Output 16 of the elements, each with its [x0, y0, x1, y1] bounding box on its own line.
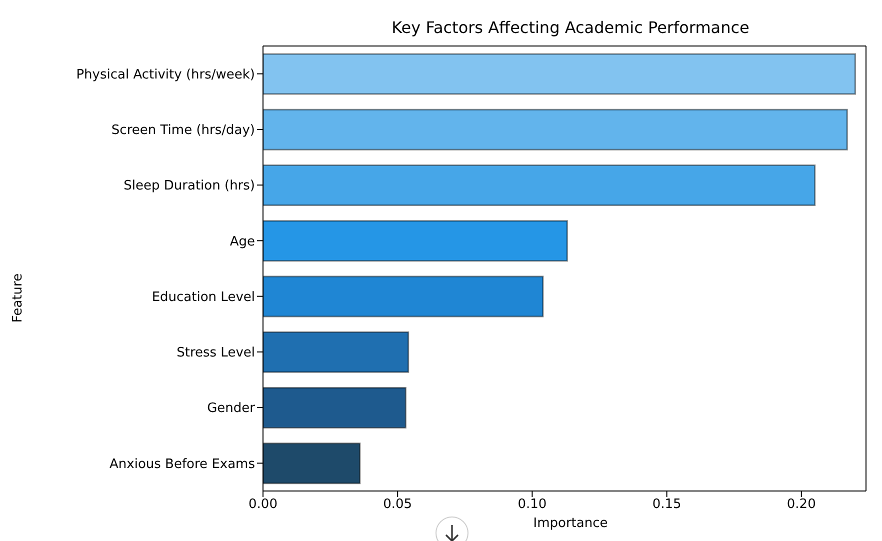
- x-tick-label: 0.00: [248, 497, 278, 512]
- y-tick-label: Anxious Before Exams: [110, 456, 256, 472]
- y-tick-label: Sleep Duration (hrs): [124, 178, 255, 194]
- x-tick-label: 0.05: [383, 497, 412, 512]
- x-tick-label: 0.20: [786, 497, 816, 512]
- y-tick-label: Gender: [207, 401, 256, 416]
- chart-title: Key Factors Affecting Academic Performance: [390, 18, 750, 37]
- y-tick-label: Education Level: [152, 290, 255, 305]
- x-tick-label: 0.15: [652, 497, 682, 512]
- y-axis-title: Feature: [10, 273, 26, 323]
- y-tick-label: Physical Activity (hrs/week): [76, 67, 255, 82]
- x-tick-label: 0.10: [518, 497, 547, 512]
- y-tick-label: Stress Level: [176, 346, 255, 361]
- x-axis-title: Importance: [532, 516, 609, 531]
- y-tick-label: Age: [230, 234, 255, 250]
- y-tick-label: Screen Time (hrs/day): [111, 123, 255, 138]
